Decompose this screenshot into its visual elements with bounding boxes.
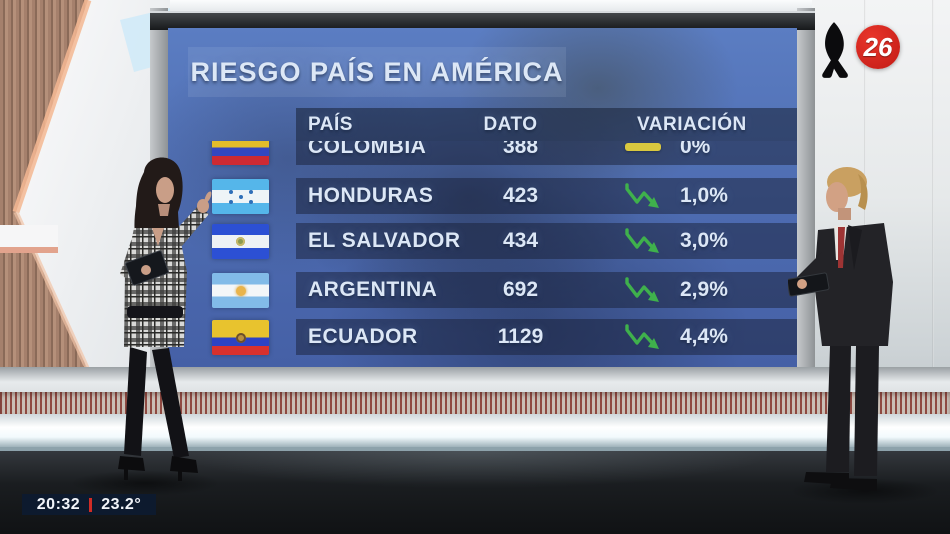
graphic-title: RIESGO PAÍS EN AMÉRICA (190, 56, 564, 87)
row-band (296, 178, 797, 214)
wall-seam (864, 0, 866, 436)
row-variation: 0% (680, 141, 711, 158)
row-variation: 4,4% (680, 325, 728, 348)
platform-stripe-band (0, 392, 950, 414)
flag-ecuador-icon (212, 320, 269, 355)
flag-el-salvador-icon (212, 224, 269, 259)
table-row: ARGENTINA 692 2,9% (168, 272, 797, 308)
divider (89, 497, 93, 512)
mourning-ribbon-icon (822, 22, 848, 78)
row-band (296, 141, 797, 165)
row-country: EL SALVADOR (308, 229, 461, 252)
wall-seam (932, 0, 934, 436)
column-header-country: PAÍS (308, 114, 353, 135)
table-header-band: PAÍS DATO VARIACIÓN (296, 108, 797, 141)
time-temperature-bar: 20:32 23.2° (22, 494, 156, 515)
table-row: COLOMBIA 388 0% (168, 141, 797, 165)
column-header-value: DATO (483, 114, 538, 135)
flag-honduras-icon (212, 179, 269, 214)
clock: 20:32 (36, 495, 81, 513)
row-value: 423 (502, 184, 539, 207)
row-value: 388 (502, 141, 539, 158)
graphic-title-band: RIESGO PAÍS EN AMÉRICA (188, 47, 566, 97)
row-band (296, 272, 797, 308)
platform-light-line (0, 447, 950, 451)
screen-bezel-top (150, 11, 815, 30)
trend-down-icon (618, 272, 668, 308)
platform-light-strip (0, 414, 950, 447)
table-row: EL SALVADOR 434 3,0% (168, 223, 797, 259)
row-band (296, 319, 797, 355)
row-country: ARGENTINA (308, 278, 438, 301)
video-wall-screen: RIESGO PAÍS EN AMÉRICA PAÍS DATO VARIACI… (168, 28, 797, 367)
row-country: COLOMBIA (308, 141, 427, 158)
trend-down-icon (618, 319, 668, 355)
temperature: 23.2° (101, 495, 142, 513)
presenter-left-shadow (70, 470, 220, 496)
channel-26-badge: 26 (856, 25, 900, 69)
row-band (296, 223, 797, 259)
channel-logo: 26 (816, 18, 916, 84)
row-country: ECUADOR (308, 325, 418, 348)
row-variation: 1,0% (680, 184, 728, 207)
table-rows-viewport: COLOMBIA 388 0% HONDURAS 423 1,0% (168, 141, 797, 367)
table-row: ECUADOR 1129 4,4% (168, 319, 797, 355)
row-value: 692 (502, 278, 539, 301)
presenter-left (118, 157, 212, 481)
row-variation: 2,9% (680, 278, 728, 301)
trend-flat-icon (618, 141, 668, 165)
row-value: 434 (502, 229, 539, 252)
flag-argentina-icon (212, 273, 269, 308)
flag-colombia-icon (212, 141, 269, 165)
row-country: HONDURAS (308, 184, 434, 207)
row-variation: 3,0% (680, 229, 728, 252)
trend-down-icon (618, 178, 668, 214)
presenter-right (788, 167, 893, 491)
row-value: 1129 (497, 325, 544, 348)
table-row: HONDURAS 423 1,0% (168, 178, 797, 214)
trend-down-icon (618, 223, 668, 259)
column-header-variation: VARIACIÓN (637, 114, 747, 135)
channel-number: 26 (863, 31, 893, 62)
